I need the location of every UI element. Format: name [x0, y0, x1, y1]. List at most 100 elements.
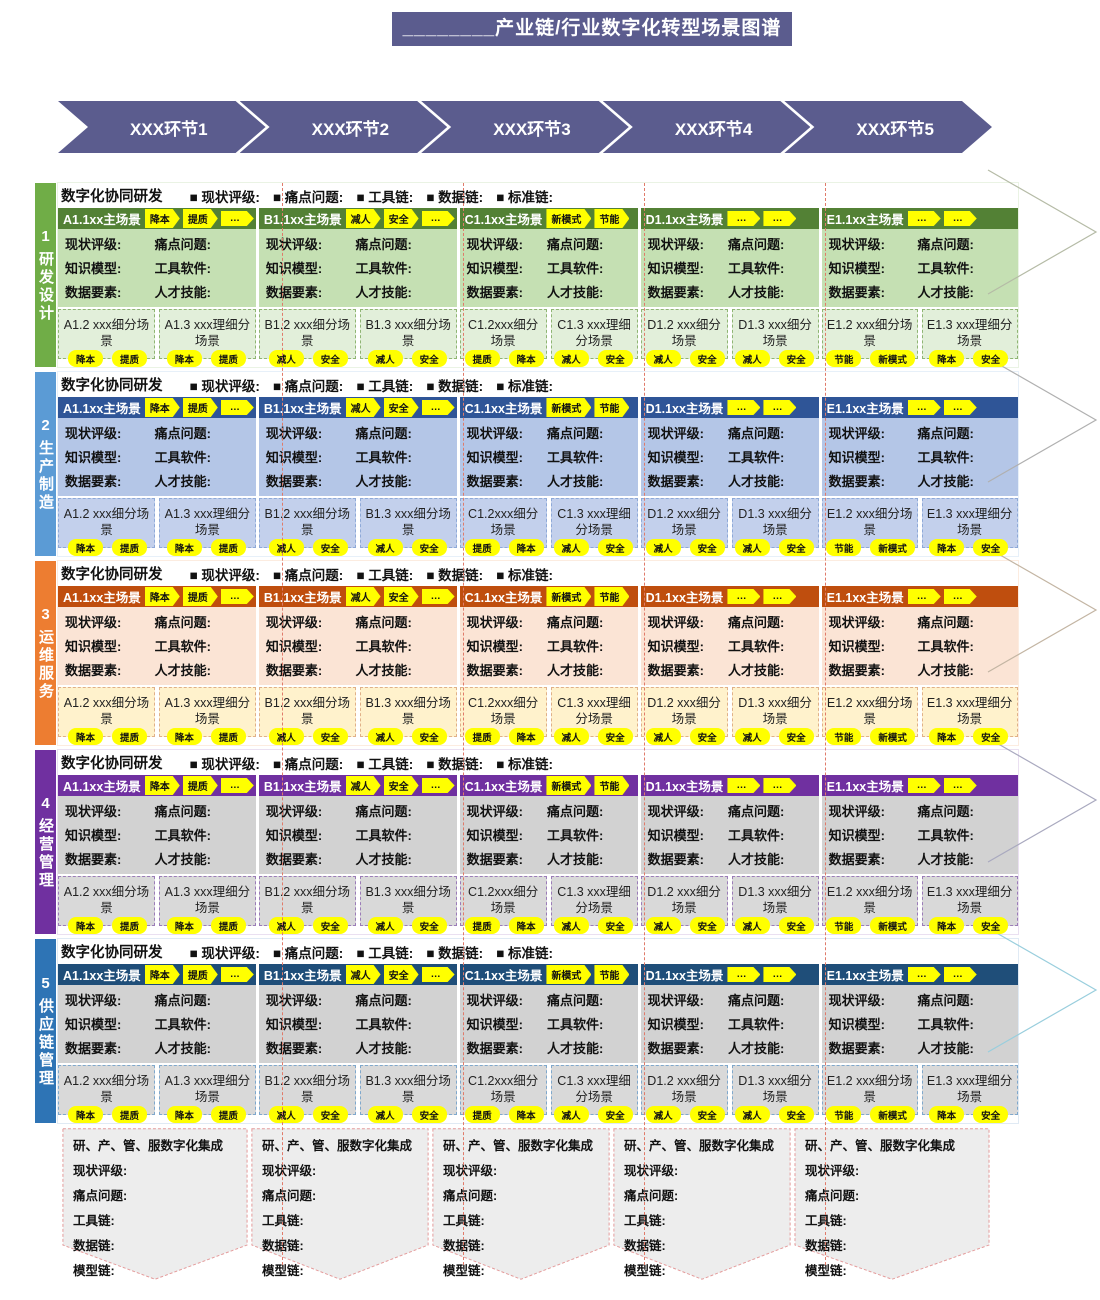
benefit-pill-tag: 降本 — [166, 917, 202, 934]
card-field-label: 痛点问题: — [546, 426, 604, 441]
main-scenario-card: B1.1xx主场景 减人 安全… 现状评级: 痛点问题: 知识模型: 工具软件: 数据要素: 人… — [258, 208, 457, 367]
card-field-label: 现状评级: — [265, 993, 323, 1008]
benefit-pill-tag: 提质 — [111, 1106, 147, 1123]
card-field-label: 工具软件: — [727, 450, 785, 465]
benefit-pill-tag: 减人 — [367, 1106, 403, 1123]
sidebar-label: 1 研发设计 — [35, 183, 56, 367]
benefit-pill-tag: 降本 — [508, 917, 544, 934]
benefit-tag-group: 减人 安全 — [641, 728, 730, 745]
benefit-arrow-tag: … — [944, 211, 977, 226]
card-title: A1.1xx主场景 — [63, 969, 141, 983]
process-step-chevron: XXX环节4 — [603, 101, 811, 153]
card-title: B1.1xx主场景 — [263, 213, 342, 227]
section-header-item: ■ 数据链: — [426, 756, 484, 772]
process-step-chevron: XXX环节2 — [240, 101, 448, 153]
benefit-pill-tag: 减人 — [734, 728, 770, 745]
card-fields: 现状评级: 痛点问题: 知识模型: 工具软件: 数据要素: 人才技能: — [640, 418, 819, 496]
card-field-label: 工具软件: — [154, 639, 212, 654]
main-scenario-card: B1.1xx主场景 减人 安全… 现状评级: 痛点问题: 知识模型: 工具软件: 数据要素: 人… — [258, 964, 457, 1123]
card-field-label: 人才技能: — [355, 663, 412, 678]
sub-scenario-box: E1.3 xxx理细分场景 — [921, 687, 1018, 737]
card-field-label: 知识模型: — [828, 450, 885, 465]
benefit-tag-group: 降本 提质 — [157, 350, 256, 367]
card-field-label: 知识模型: — [466, 1017, 523, 1032]
flow-arrow-icon — [987, 357, 1098, 483]
benefit-pill-tag: 减人 — [553, 728, 589, 745]
card-fields: 现状评级: 痛点问题: 知识模型: 工具软件: 数据要素: 人才技能: — [640, 229, 819, 307]
integration-field: 痛点问题: — [73, 1189, 128, 1203]
card-field-label: 工具软件: — [546, 1017, 604, 1032]
card-fields: 现状评级: 痛点问题: 知识模型: 工具软件: 数据要素: 人才技能: — [459, 985, 638, 1063]
benefit-arrow-tag: 安全 — [384, 587, 419, 606]
section-header-item: ■ 现状评级: — [189, 378, 260, 394]
card-field-label: 工具软件: — [917, 450, 974, 465]
sections-container: 1 研发设计 数字化协同研发 ■ 现状评级: ■ 痛点问题: ■ 工具链: ■ 数据链: ■ … — [35, 182, 1019, 1280]
benefit-pill-tag: 安全 — [778, 539, 814, 556]
benefit-tag-group: 降本 提质 — [58, 350, 157, 367]
card-field-label: 知识模型: — [466, 261, 523, 276]
card-field-label: 工具软件: — [546, 261, 604, 276]
card-field-label: 工具软件: — [355, 1017, 412, 1032]
section-header: 数字化协同研发 ■ 现状评级: ■ 痛点问题: ■ 工具链: ■ 数据链: ■ 标准链: — [58, 561, 1018, 586]
benefit-pill-tag: 安全 — [689, 350, 725, 367]
card-field-label: 数据要素: — [828, 474, 885, 489]
benefit-tags-row: 提质 降本 减人 安全 — [460, 728, 638, 745]
benefit-tag-group: 减人 安全 — [358, 1106, 457, 1123]
benefit-tags-row: 节能 新模式 降本 安全 — [822, 917, 1018, 934]
section-header-item: ■ 痛点问题: — [272, 378, 344, 394]
benefit-pill-tag: 新模式 — [870, 539, 915, 556]
card-field-label: 数据要素: — [466, 663, 523, 678]
card-field-label: 数据要素: — [466, 1041, 523, 1056]
card-field-label: 痛点问题: — [727, 426, 785, 441]
section-header-item: ■ 工具链: — [356, 756, 414, 772]
benefit-arrow-tag: … — [763, 400, 796, 415]
card-field-label: 人才技能: — [727, 852, 785, 867]
card-title: B1.1xx主场景 — [263, 780, 342, 794]
benefit-pill-tag: 提质 — [210, 728, 246, 745]
sidebar-label: 4 经营管理 — [35, 750, 56, 934]
benefit-tag-group: 减人 安全 — [259, 350, 358, 367]
card-field-label: 工具软件: — [355, 450, 412, 465]
sidebar-text: 研发设计 — [37, 250, 54, 323]
benefit-pill-tag: 降本 — [929, 539, 965, 556]
benefit-arrow-tag: … — [422, 967, 455, 982]
section-header-item: ■ 现状评级: — [189, 567, 260, 583]
benefit-pill-tag: 减人 — [553, 350, 589, 367]
benefit-pill-tag: 降本 — [929, 917, 965, 934]
benefit-pill-tag: 安全 — [312, 1106, 348, 1123]
benefit-pill-tag: 降本 — [67, 917, 103, 934]
card-field-label: 现状评级: — [466, 615, 523, 630]
benefit-pill-tag: 减人 — [645, 1106, 681, 1123]
benefit-tag-group: 减人 安全 — [259, 728, 358, 745]
cards-row: A1.1xx主场景 降本 提质… 现状评级: 痛点问题: 知识模型: 工具软件: 数据要素: 人… — [58, 775, 1018, 934]
card-header: B1.1xx主场景 减人 安全… — [258, 586, 457, 607]
main-scenario-card: D1.1xx主场景…… 现状评级: 痛点问题: 知识模型: 工具软件: 数据要素: 人才技能… — [640, 397, 819, 556]
card-field-label: 知识模型: — [265, 639, 323, 654]
benefit-pill-tag: 安全 — [411, 917, 447, 934]
benefit-tag-group: 降本 提质 — [157, 917, 256, 934]
benefit-arrow-tag: … — [422, 589, 455, 604]
section-header-item: ■ 工具链: — [356, 189, 414, 205]
main-scenario-card: D1.1xx主场景…… 现状评级: 痛点问题: 知识模型: 工具软件: 数据要素: 人才技能… — [640, 586, 819, 745]
benefit-pill-tag: 降本 — [67, 1106, 103, 1123]
benefit-tag-group: 减人 安全 — [549, 1106, 638, 1123]
card-field-label: 工具软件: — [727, 261, 785, 276]
card-title: E1.1xx主场景 — [826, 591, 904, 605]
sidebar-label: 3 运维服务 — [35, 561, 56, 745]
section-row: 3 运维服务 数字化协同研发 ■ 现状评级: ■ 痛点问题: ■ 工具链: ■ 数据链: ■ … — [35, 560, 1019, 746]
main-scenario-card: C1.1xx主场景 新模式 节能 现状评级: 痛点问题: 知识模型: 工具软件: 数据要素: 人… — [459, 208, 638, 367]
card-fields: 现状评级: 痛点问题: 知识模型: 工具软件: 数据要素: 人才技能: — [58, 229, 256, 307]
card-fields: 现状评级: 痛点问题: 知识模型: 工具软件: 数据要素: 人才技能: — [258, 985, 457, 1063]
card-header: B1.1xx主场景 减人 安全… — [258, 397, 457, 418]
section-header-title: 数字化协同研发 — [61, 945, 163, 961]
card-field-label: 现状评级: — [828, 615, 885, 630]
card-field-label: 痛点问题: — [154, 993, 212, 1008]
card-field-label: 数据要素: — [265, 1041, 323, 1056]
benefit-pill-tag: 减人 — [734, 539, 770, 556]
benefit-tag-group: 减人 安全 — [549, 350, 638, 367]
card-field-label: 现状评级: — [828, 237, 885, 252]
benefit-tags-row: 减人 安全 减人 安全 — [641, 728, 819, 745]
benefit-tag-group: 降本 提质 — [58, 917, 157, 934]
section-header-item: ■ 标准链: — [496, 189, 554, 205]
card-field-label: 知识模型: — [828, 639, 885, 654]
